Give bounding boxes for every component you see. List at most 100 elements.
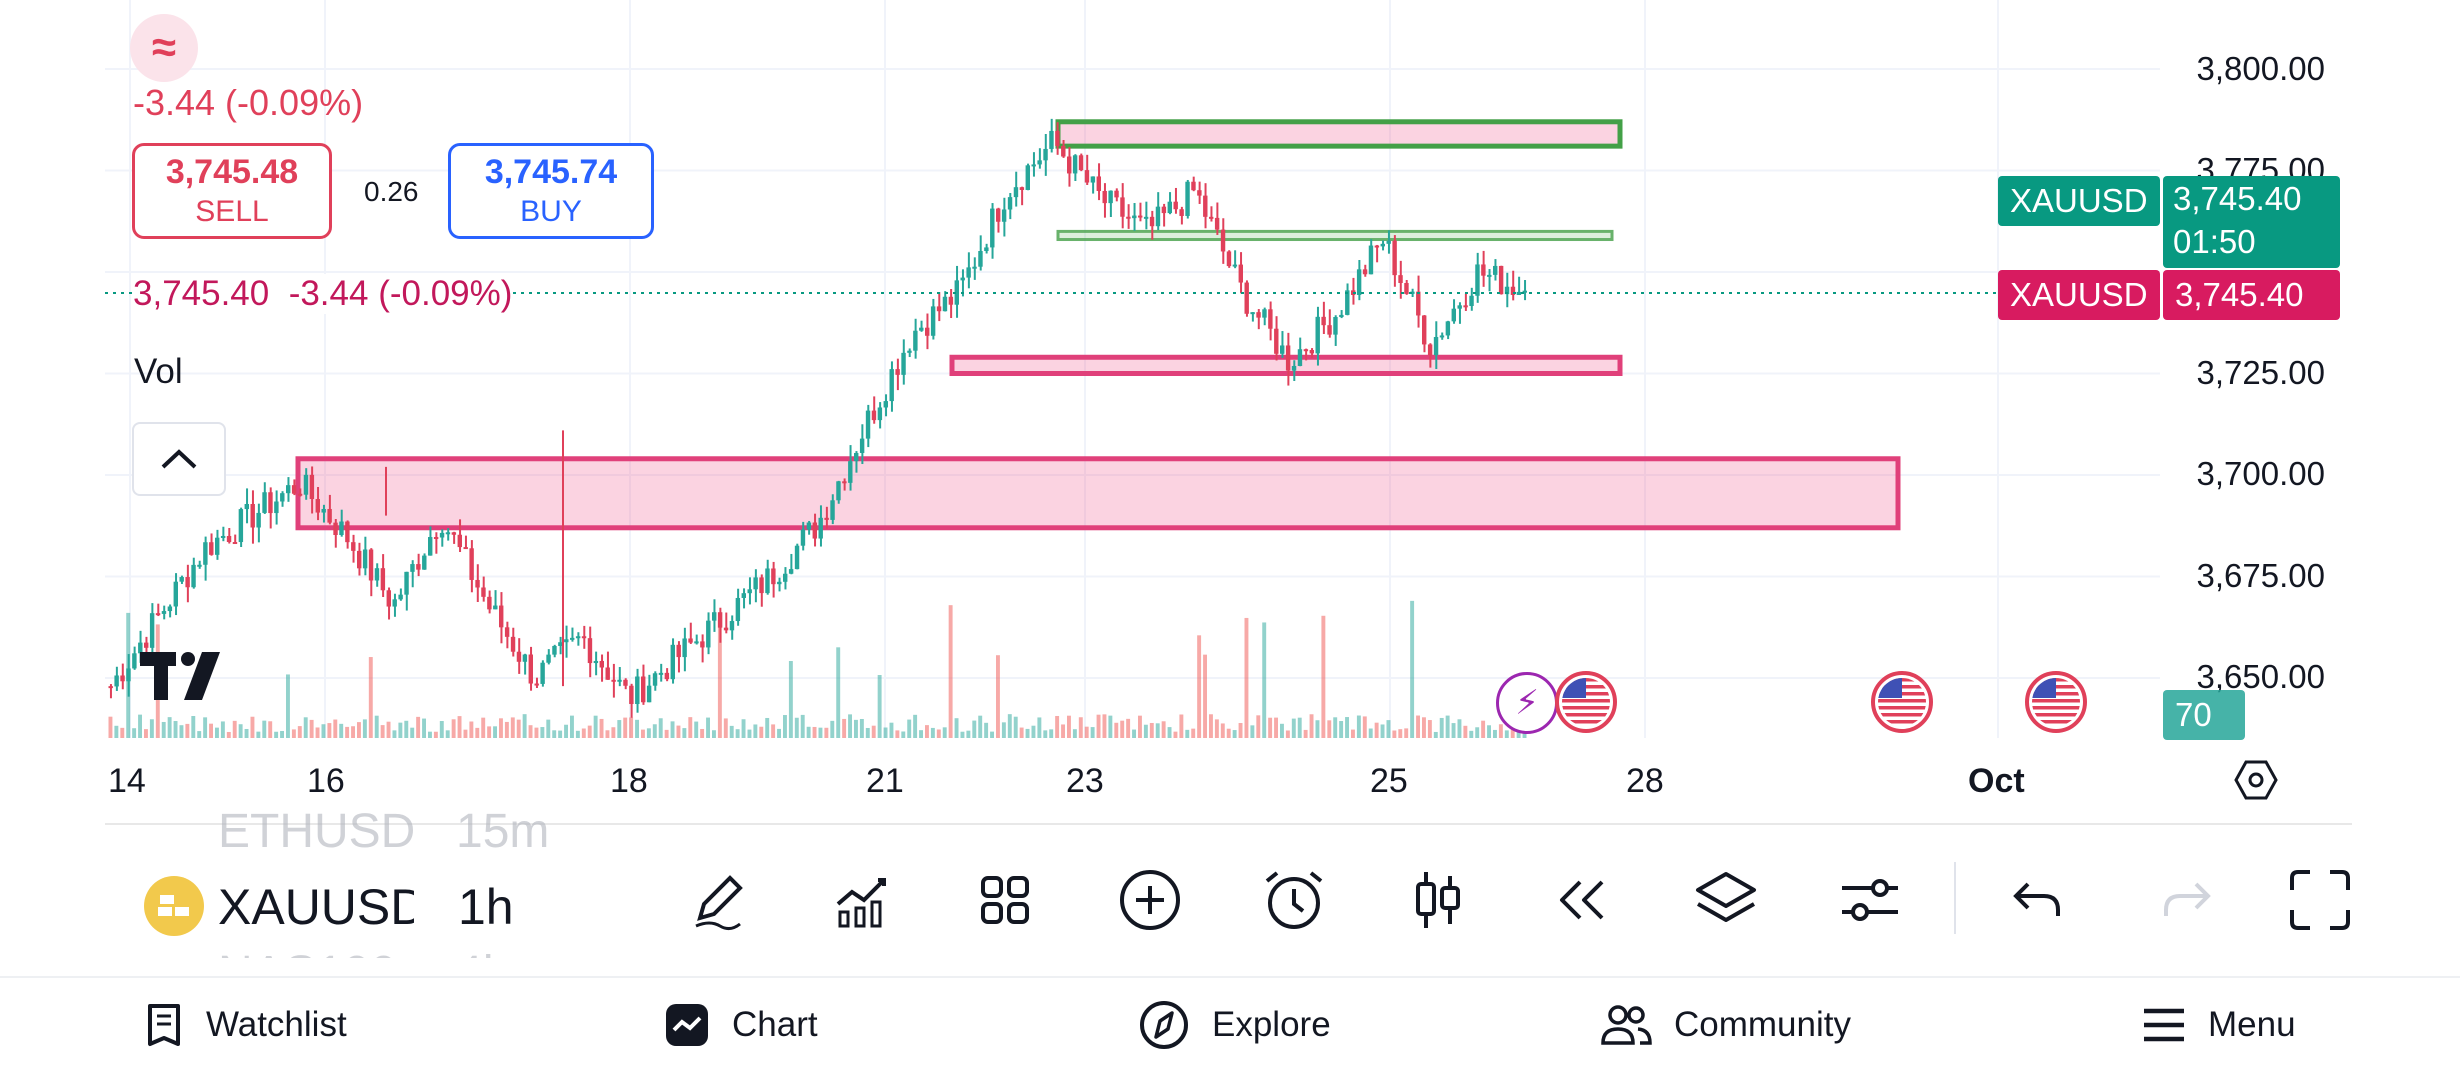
candle-body bbox=[587, 638, 593, 664]
undo-button[interactable] bbox=[1998, 860, 2078, 940]
nav-chart-label: Chart bbox=[732, 1005, 818, 1044]
candle-body bbox=[510, 636, 516, 652]
indicator-logo-button[interactable]: ≈ bbox=[130, 14, 198, 82]
collapse-legend-button[interactable] bbox=[132, 422, 226, 496]
volume-bar bbox=[930, 727, 935, 738]
series-price-line: 3,745.40 -3.44 (-0.09%) bbox=[133, 274, 513, 314]
indicators-button[interactable] bbox=[822, 860, 902, 940]
volume-bar bbox=[919, 730, 923, 738]
volume-bar bbox=[771, 724, 776, 738]
candle-body bbox=[1475, 264, 1480, 296]
candle-body bbox=[1451, 308, 1456, 322]
candle-body bbox=[215, 537, 220, 555]
chart-settings-toolbar-button[interactable] bbox=[1830, 860, 1910, 940]
volume-bar bbox=[463, 729, 468, 738]
candle-body bbox=[481, 587, 486, 597]
volume-bar bbox=[611, 727, 616, 738]
volume-bar bbox=[1143, 724, 1148, 738]
volume-bar bbox=[1504, 730, 1509, 738]
volume-bar bbox=[108, 716, 113, 738]
earnings-event-icon[interactable]: ⚡ bbox=[1496, 672, 1558, 734]
candle-body bbox=[1049, 130, 1054, 149]
volume-bar bbox=[1362, 716, 1367, 738]
chart-settings-button[interactable] bbox=[2234, 758, 2278, 802]
us-flag-event-icon[interactable] bbox=[2024, 670, 2088, 734]
candle-body bbox=[1362, 269, 1368, 275]
us-flag-event-icon[interactable] bbox=[1554, 670, 1618, 734]
candle-body bbox=[374, 568, 380, 581]
candle-body bbox=[854, 452, 859, 462]
candle-body bbox=[1392, 240, 1397, 276]
volume-bar bbox=[114, 725, 119, 738]
alert-button[interactable] bbox=[1254, 860, 1334, 940]
candle-body bbox=[291, 485, 297, 494]
candle-body bbox=[522, 654, 528, 662]
spread-value: 0.26 bbox=[364, 176, 419, 207]
candle-body bbox=[966, 267, 971, 278]
volume-bar bbox=[1374, 722, 1379, 738]
nav-community[interactable]: Community bbox=[1600, 990, 1851, 1060]
buy-button[interactable]: 3,745.74 BUY bbox=[448, 143, 654, 239]
candle-body bbox=[996, 208, 1001, 222]
volume-bar bbox=[226, 731, 231, 738]
volume-bar bbox=[1351, 729, 1355, 738]
layouts-button[interactable] bbox=[965, 860, 1045, 940]
volume-bar bbox=[558, 730, 563, 738]
nav-menu-label: Menu bbox=[2208, 1005, 2296, 1044]
candle-body bbox=[238, 509, 244, 543]
volume-bar bbox=[215, 727, 219, 738]
candle-body bbox=[327, 508, 332, 523]
us-flag-event-icon[interactable] bbox=[1870, 670, 1934, 734]
volume-bar bbox=[765, 717, 770, 738]
nav-menu[interactable]: Menu bbox=[2142, 990, 2296, 1060]
redo-button[interactable] bbox=[2146, 860, 2226, 940]
volume-bar bbox=[422, 718, 426, 738]
nav-watchlist[interactable]: Watchlist bbox=[144, 990, 347, 1060]
volume-bar bbox=[1072, 729, 1077, 738]
volume-bar bbox=[966, 730, 971, 738]
candle-body bbox=[1416, 291, 1421, 316]
volume-bar bbox=[1102, 714, 1107, 738]
candle-body bbox=[883, 401, 888, 408]
add-button[interactable] bbox=[1110, 860, 1190, 940]
last-price-value: 3,745.40 bbox=[2173, 180, 2302, 217]
volume-bar bbox=[534, 727, 539, 738]
candle-body bbox=[818, 517, 823, 539]
bar-countdown: 01:50 bbox=[2173, 223, 2256, 260]
volume-bar bbox=[1433, 731, 1438, 738]
chart-type-button[interactable] bbox=[1398, 860, 1478, 940]
candle-body bbox=[114, 675, 119, 687]
nav-chart[interactable]: Chart bbox=[664, 990, 818, 1060]
candle-body bbox=[540, 662, 545, 684]
candle-body bbox=[1055, 130, 1060, 146]
nav-explore-label: Explore bbox=[1212, 1005, 1331, 1044]
volume-bar bbox=[646, 728, 651, 738]
candle-body bbox=[824, 517, 829, 520]
object-tree-button[interactable] bbox=[1686, 860, 1766, 940]
candle-body bbox=[1268, 309, 1273, 329]
candle-body bbox=[463, 547, 468, 550]
volume-bar bbox=[871, 725, 876, 738]
candle-body bbox=[723, 627, 729, 631]
candle-body bbox=[321, 508, 326, 513]
candle-body bbox=[954, 280, 959, 305]
sell-button[interactable]: 3,745.48 SELL bbox=[132, 143, 332, 239]
candle-body bbox=[1019, 187, 1025, 190]
volume-bar bbox=[120, 727, 125, 738]
current-interval[interactable]: 1h bbox=[458, 879, 514, 935]
volume-bar bbox=[783, 715, 787, 738]
nav-explore[interactable]: Explore bbox=[1138, 990, 1331, 1060]
volume-bar bbox=[392, 730, 397, 738]
volume-bar bbox=[883, 727, 888, 738]
redo-icon bbox=[2164, 882, 2211, 916]
fullscreen-button[interactable] bbox=[2284, 860, 2354, 940]
candle-body bbox=[1345, 290, 1350, 315]
candle-body bbox=[451, 532, 457, 535]
candle-body bbox=[1504, 286, 1510, 295]
volume-bar bbox=[723, 718, 728, 738]
drawing-tools-button[interactable] bbox=[678, 860, 758, 940]
volume-bar bbox=[469, 721, 474, 738]
replay-button[interactable] bbox=[1542, 860, 1622, 940]
